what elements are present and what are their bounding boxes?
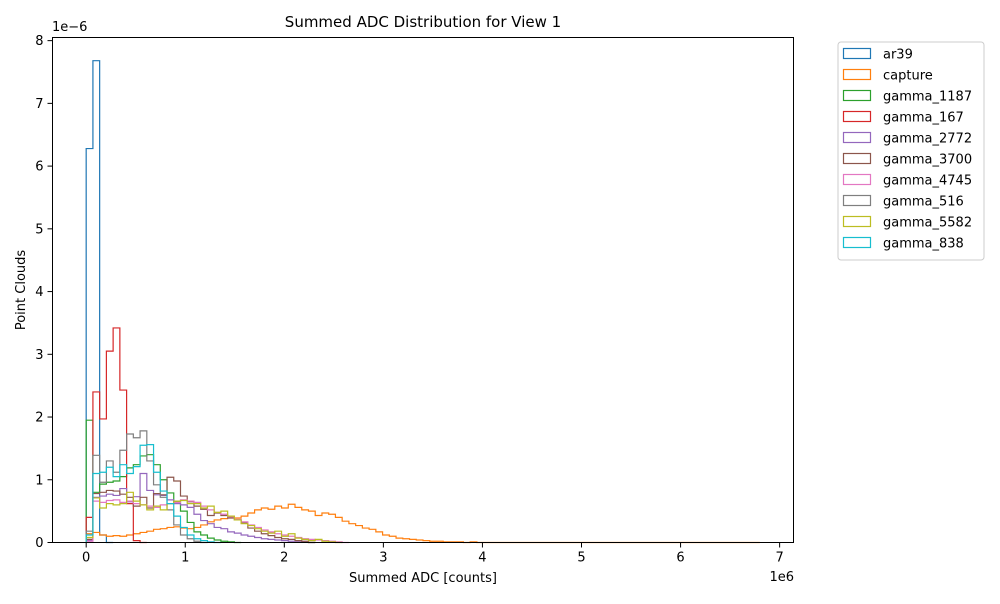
y-axis: 0 1 2 3 4 5 6 7 8 (35, 34, 53, 551)
legend-swatch-ar39 (842, 47, 872, 60)
legend-label-gamma_4745: gamma_4745 (883, 174, 972, 189)
legend-swatch-gamma_516 (842, 194, 872, 207)
y-axis-offset-label: 1e−6 (52, 20, 87, 35)
y-tick-label: 6 (35, 160, 43, 175)
series-layer (85, 60, 760, 544)
legend-label-gamma_1187: gamma_1187 (883, 90, 972, 105)
y-tick-label: 0 (35, 536, 43, 551)
legend-swatch-gamma_3700 (842, 152, 872, 165)
y-tick-label: 5 (35, 222, 43, 237)
x-axis: 0 1 2 3 4 5 6 7 (82, 542, 784, 566)
legend-label-capture: capture (883, 69, 933, 84)
legend-swatch-capture (842, 68, 872, 81)
legend-label-gamma_167: gamma_167 (883, 111, 964, 126)
legend-label-gamma_3700: gamma_3700 (883, 153, 972, 168)
x-tick-label: 3 (379, 551, 387, 566)
series-line-gamma_5582 (85, 491, 343, 544)
legend-swatch-gamma_167 (842, 110, 872, 123)
y-tick-label: 1 (35, 473, 43, 488)
x-axis-label: Summed ADC [counts] (349, 571, 497, 586)
y-tick-label: 7 (35, 97, 43, 112)
legend: ar39 capture gamma_1187 gamma_167 gamma_2772… (837, 41, 985, 261)
x-tick-label: 7 (775, 551, 783, 566)
chart-title: Summed ADC Distribution for View 1 (285, 13, 561, 31)
y-tick-label: 2 (35, 411, 43, 426)
x-axis-offset-label: 1e6 (769, 570, 794, 585)
y-tick-label: 4 (35, 285, 43, 300)
series-line-gamma_838 (85, 444, 221, 544)
x-tick-label: 2 (280, 551, 288, 566)
y-axis-label: Point Clouds (14, 250, 29, 331)
x-tick-label: 0 (82, 551, 90, 566)
series-line-ar39 (85, 60, 114, 544)
legend-label-gamma_5582: gamma_5582 (883, 216, 972, 231)
y-tick-label: 8 (35, 34, 43, 49)
legend-frame (837, 41, 985, 261)
legend-swatch-gamma_1187 (842, 89, 872, 102)
legend-swatch-gamma_838 (842, 236, 872, 249)
legend-label-gamma_2772: gamma_2772 (883, 132, 972, 147)
series-line-gamma_2772 (85, 472, 316, 544)
x-tick-label: 4 (478, 551, 486, 566)
plot-area-frame (52, 37, 794, 543)
y-tick-label: 3 (35, 348, 43, 363)
x-tick-label: 6 (676, 551, 684, 566)
series-line-gamma_1187 (85, 419, 242, 544)
legend-label-gamma_838: gamma_838 (883, 237, 964, 252)
x-tick-label: 1 (181, 551, 189, 566)
x-tick-label: 5 (577, 551, 585, 566)
legend-label-gamma_516: gamma_516 (883, 195, 964, 210)
legend-swatch-gamma_2772 (842, 131, 872, 144)
legend-swatch-gamma_5582 (842, 215, 872, 228)
legend-swatch-gamma_4745 (842, 173, 872, 186)
series-line-gamma_167 (85, 327, 147, 544)
legend-label-ar39: ar39 (883, 48, 913, 63)
